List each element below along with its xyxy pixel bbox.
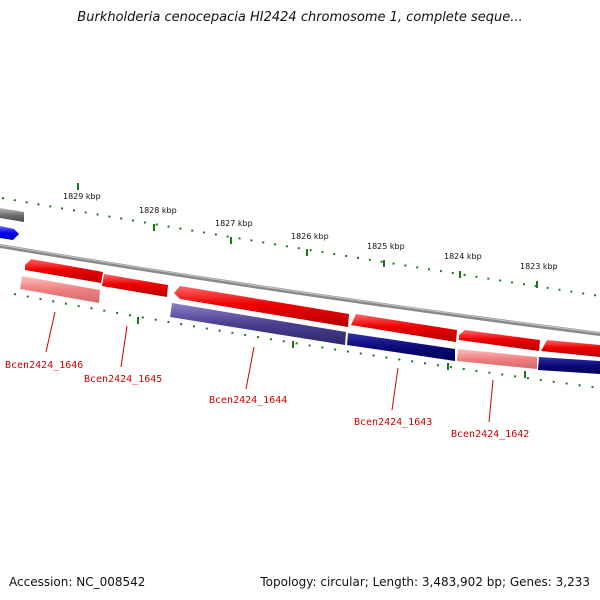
- map-title: Burkholderia cenocepacia HI2424 chromoso…: [77, 10, 523, 25]
- scale-label: 1824 kbp: [444, 252, 482, 261]
- backbone-ring: [0, 244, 600, 336]
- gene-arrow-forward: [174, 286, 349, 327]
- gene-arrow-forward: [102, 274, 168, 297]
- scale-label: 1826 kbp: [291, 232, 329, 241]
- gene-arrow-forward: [459, 330, 540, 351]
- gene-block-reverse: [538, 357, 600, 374]
- scale-label: 1823 kbp: [520, 262, 558, 271]
- gene-arrow-forward: [541, 340, 600, 357]
- gene-label: Bcen2424_1643: [354, 417, 432, 428]
- label-leader-line: [391, 367, 399, 411]
- scale-label: 1825 kbp: [367, 242, 405, 251]
- rrna-feature: [0, 208, 24, 222]
- scale-label: 1827 kbp: [215, 219, 253, 228]
- gene-label: Bcen2424_1644: [209, 395, 287, 406]
- gene-block-reverse: [170, 303, 346, 345]
- gene-arrow-forward: [351, 314, 457, 342]
- outer-scale-dots: [1, 197, 600, 297]
- label-leader-line: [488, 379, 494, 423]
- gene-arrow-forward: [25, 259, 103, 283]
- gene-block-reverse-light: [20, 276, 100, 303]
- accession-text: Accession: NC_008542: [9, 575, 146, 589]
- feature-arrow-blue: [0, 226, 19, 240]
- outer-scale: 1829 kbp 1828 kbp 1827 kbp 1826 kbp 1825…: [1, 183, 600, 297]
- gene-label: Bcen2424_1645: [84, 374, 162, 385]
- inner-scale: [13, 293, 600, 389]
- genome-summary-text: Topology: circular; Length: 3,483,902 bp…: [260, 575, 590, 589]
- gene-label: Bcen2424_1642: [451, 429, 529, 440]
- label-leader-line: [120, 325, 128, 368]
- scale-label: 1829 kbp: [63, 192, 101, 201]
- scale-label: 1828 kbp: [139, 206, 177, 215]
- label-leader-line: [245, 346, 255, 390]
- gene-block-reverse-light: [457, 349, 537, 369]
- label-leader-line: [45, 311, 56, 353]
- gene-label: Bcen2424_1646: [5, 360, 83, 371]
- gene-block-reverse: [347, 333, 455, 361]
- backbone-ring-highlight: [0, 244, 600, 334]
